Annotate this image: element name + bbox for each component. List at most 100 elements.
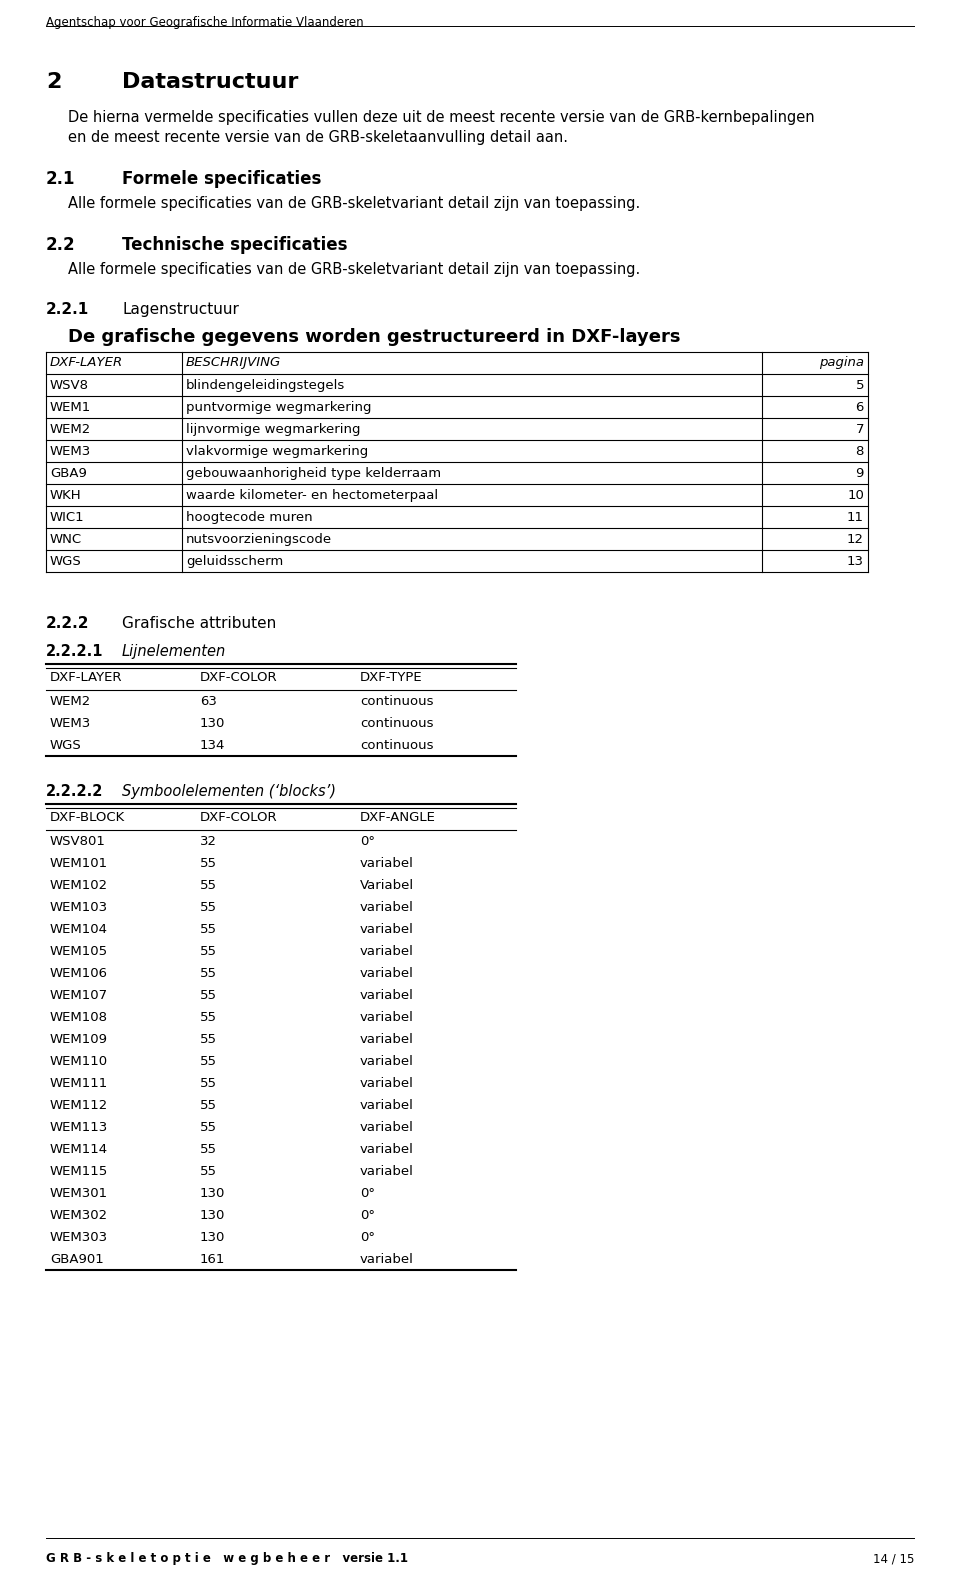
Text: Alle formele specificaties van de GRB-skeletvariant detail zijn van toepassing.: Alle formele specificaties van de GRB-sk…: [68, 196, 640, 211]
Text: DXF-BLOCK: DXF-BLOCK: [50, 811, 125, 824]
Text: variabel: variabel: [360, 1011, 414, 1023]
Text: variabel: variabel: [360, 1165, 414, 1177]
Text: en de meest recente versie van de GRB-skeletaanvulling detail aan.: en de meest recente versie van de GRB-sk…: [68, 130, 568, 145]
Text: puntvormige wegmarkering: puntvormige wegmarkering: [186, 401, 372, 413]
Text: 55: 55: [200, 1055, 217, 1067]
Text: 55: 55: [200, 857, 217, 869]
Text: 130: 130: [200, 1231, 226, 1243]
Text: continuous: continuous: [360, 695, 434, 707]
Text: pagina: pagina: [819, 355, 864, 369]
Text: WEM104: WEM104: [50, 923, 108, 935]
Text: variabel: variabel: [360, 1143, 414, 1155]
Text: hoogtecode muren: hoogtecode muren: [186, 511, 313, 523]
Text: 55: 55: [200, 1033, 217, 1045]
Text: WGS: WGS: [50, 739, 82, 751]
Text: variabel: variabel: [360, 901, 414, 913]
Text: Datastructuur: Datastructuur: [122, 72, 299, 93]
Text: 2.2.2: 2.2.2: [46, 616, 89, 630]
Text: 2.2: 2.2: [46, 236, 76, 255]
Text: variabel: variabel: [360, 1099, 414, 1111]
Text: De grafische gegevens worden gestructureerd in DXF-layers: De grafische gegevens worden gestructure…: [68, 329, 681, 346]
Text: WEM102: WEM102: [50, 879, 108, 891]
Text: WEM303: WEM303: [50, 1231, 108, 1243]
Text: 55: 55: [200, 923, 217, 935]
Text: waarde kilometer- en hectometerpaal: waarde kilometer- en hectometerpaal: [186, 489, 438, 501]
Text: WEM101: WEM101: [50, 857, 108, 869]
Text: WSV8: WSV8: [50, 379, 89, 391]
Text: Alle formele specificaties van de GRB-skeletvariant detail zijn van toepassing.: Alle formele specificaties van de GRB-sk…: [68, 263, 640, 277]
Text: 0°: 0°: [360, 1187, 375, 1199]
Text: 55: 55: [200, 1165, 217, 1177]
Text: 130: 130: [200, 1209, 226, 1221]
Text: WEM3: WEM3: [50, 717, 91, 729]
Text: 55: 55: [200, 1143, 217, 1155]
Text: 2.2.2.1: 2.2.2.1: [46, 645, 104, 659]
Text: WEM113: WEM113: [50, 1121, 108, 1133]
Text: 55: 55: [200, 1099, 217, 1111]
Text: variabel: variabel: [360, 1253, 414, 1265]
Text: lijnvormige wegmarkering: lijnvormige wegmarkering: [186, 423, 361, 435]
Text: Lagenstructuur: Lagenstructuur: [122, 302, 239, 318]
Text: 55: 55: [200, 967, 217, 979]
Text: geluidsscherm: geluidsscherm: [186, 555, 283, 567]
Text: 130: 130: [200, 1187, 226, 1199]
Text: WEM111: WEM111: [50, 1077, 108, 1089]
Text: 134: 134: [200, 739, 226, 751]
Text: DXF-TYPE: DXF-TYPE: [360, 671, 422, 684]
Text: WEM3: WEM3: [50, 445, 91, 457]
Text: Formele specificaties: Formele specificaties: [122, 170, 322, 189]
Text: DXF-COLOR: DXF-COLOR: [200, 811, 277, 824]
Text: 11: 11: [847, 511, 864, 523]
Text: 2.2.2.2: 2.2.2.2: [46, 784, 104, 799]
Text: DXF-COLOR: DXF-COLOR: [200, 671, 277, 684]
Text: WIC1: WIC1: [50, 511, 84, 523]
Text: WEM108: WEM108: [50, 1011, 108, 1023]
Text: variabel: variabel: [360, 1033, 414, 1045]
Text: 12: 12: [847, 533, 864, 545]
Text: vlakvormige wegmarkering: vlakvormige wegmarkering: [186, 445, 369, 457]
Text: BESCHRIJVING: BESCHRIJVING: [186, 355, 281, 369]
Text: 32: 32: [200, 835, 217, 847]
Text: GBA9: GBA9: [50, 467, 86, 479]
Text: variabel: variabel: [360, 1077, 414, 1089]
Text: variabel: variabel: [360, 967, 414, 979]
Text: 55: 55: [200, 1121, 217, 1133]
Text: WEM114: WEM114: [50, 1143, 108, 1155]
Text: 161: 161: [200, 1253, 226, 1265]
Text: 0°: 0°: [360, 835, 375, 847]
Text: 2.1: 2.1: [46, 170, 76, 189]
Text: WSV801: WSV801: [50, 835, 106, 847]
Text: 55: 55: [200, 1011, 217, 1023]
Text: 55: 55: [200, 945, 217, 957]
Text: 63: 63: [200, 695, 217, 707]
Text: DXF-LAYER: DXF-LAYER: [50, 671, 123, 684]
Text: Technische specificaties: Technische specificaties: [122, 236, 348, 255]
Text: continuous: continuous: [360, 717, 434, 729]
Text: variabel: variabel: [360, 989, 414, 1001]
Text: nutsvoorzieningscode: nutsvoorzieningscode: [186, 533, 332, 545]
Text: WEM103: WEM103: [50, 901, 108, 913]
Text: WEM302: WEM302: [50, 1209, 108, 1221]
Text: WGS: WGS: [50, 555, 82, 567]
Text: Lijnelementen: Lijnelementen: [122, 645, 227, 659]
Text: G R B - s k e l e t o p t i e   w e g b e h e e r   versie 1.1: G R B - s k e l e t o p t i e w e g b e …: [46, 1552, 408, 1566]
Text: WEM301: WEM301: [50, 1187, 108, 1199]
Text: WEM107: WEM107: [50, 989, 108, 1001]
Text: 130: 130: [200, 717, 226, 729]
Text: 9: 9: [855, 467, 864, 479]
Text: 55: 55: [200, 989, 217, 1001]
Text: WNC: WNC: [50, 533, 83, 545]
Text: WEM2: WEM2: [50, 423, 91, 435]
Text: GBA901: GBA901: [50, 1253, 104, 1265]
Text: variabel: variabel: [360, 857, 414, 869]
Text: Symboolelementen (‘blocks’): Symboolelementen (‘blocks’): [122, 784, 336, 799]
Text: gebouwaanhorigheid type kelderraam: gebouwaanhorigheid type kelderraam: [186, 467, 442, 479]
Text: DXF-ANGLE: DXF-ANGLE: [360, 811, 436, 824]
Text: 14 / 15: 14 / 15: [873, 1552, 914, 1566]
Text: 6: 6: [855, 401, 864, 413]
Text: 55: 55: [200, 901, 217, 913]
Text: variabel: variabel: [360, 923, 414, 935]
Text: DXF-LAYER: DXF-LAYER: [50, 355, 123, 369]
Text: WEM110: WEM110: [50, 1055, 108, 1067]
Text: WEM2: WEM2: [50, 695, 91, 707]
